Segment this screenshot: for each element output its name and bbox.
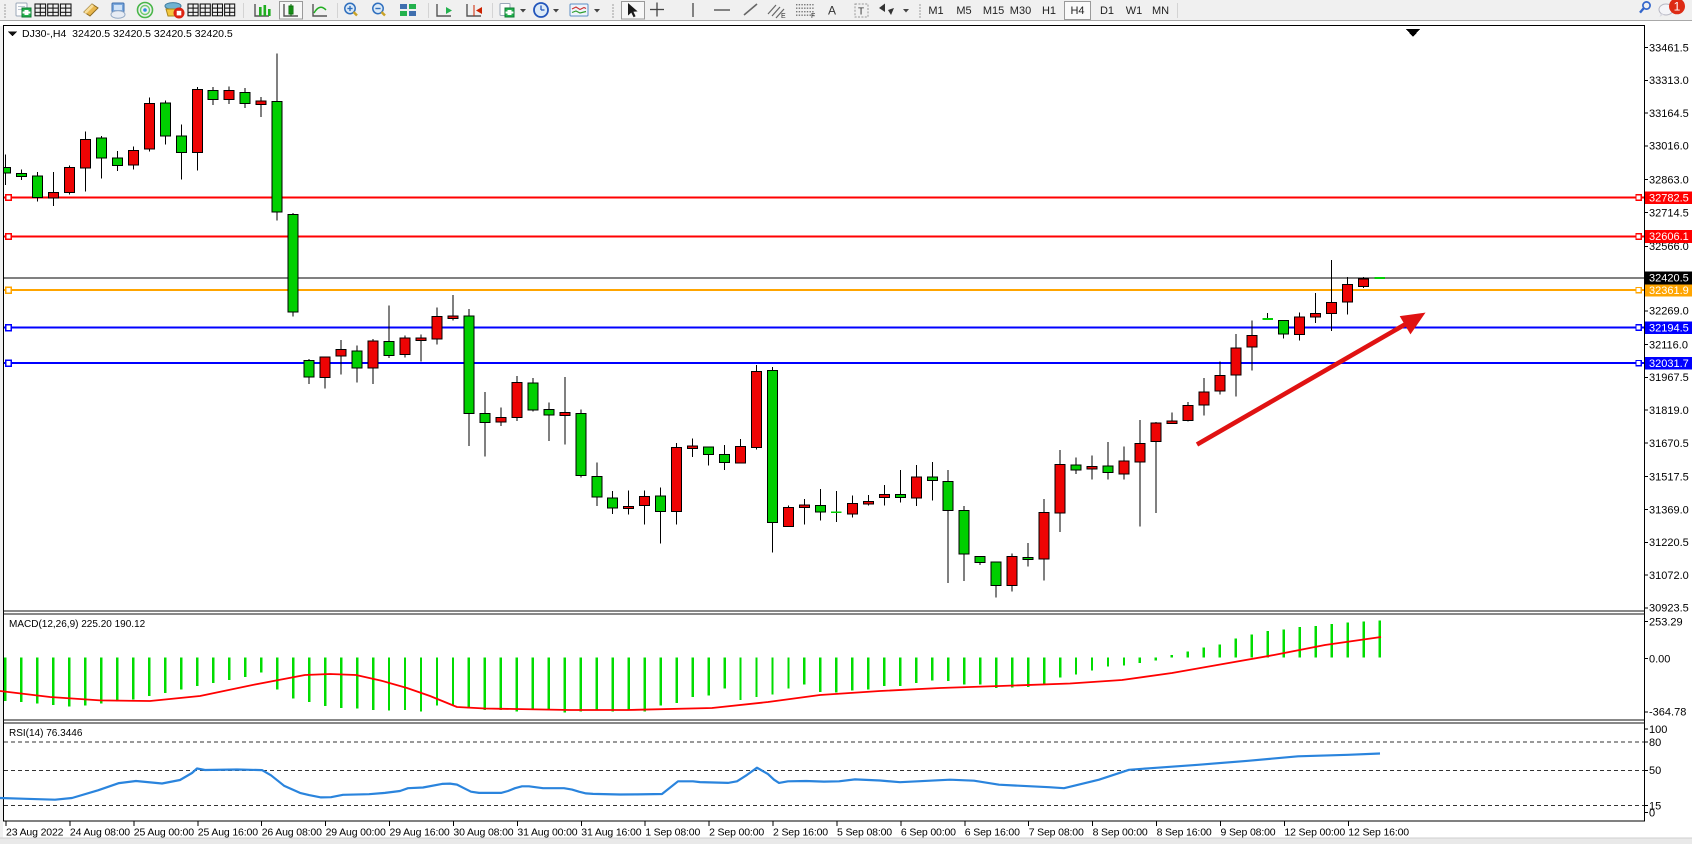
svg-text:E: E (781, 13, 786, 20)
svg-text:32782.5: 32782.5 (1649, 192, 1689, 204)
svg-text:32606.1: 32606.1 (1649, 231, 1689, 243)
svg-text:32714.5: 32714.5 (1649, 207, 1689, 219)
svg-text:30923.5: 30923.5 (1649, 603, 1689, 615)
svg-text:M30: M30 (1010, 5, 1031, 17)
svg-text:M5: M5 (956, 5, 971, 17)
svg-text:31670.5: 31670.5 (1649, 438, 1689, 450)
svg-text:2 Sep 16:00: 2 Sep 16:00 (773, 826, 828, 838)
svg-text:26 Aug 08:00: 26 Aug 08:00 (262, 826, 322, 838)
svg-text:32194.5: 32194.5 (1649, 322, 1689, 334)
svg-text:0.00: 0.00 (1649, 653, 1670, 665)
svg-text:32116.0: 32116.0 (1649, 339, 1688, 351)
svg-text:A: A (828, 4, 836, 18)
svg-text:32863.0: 32863.0 (1649, 175, 1689, 187)
svg-text:32420.5: 32420.5 (1649, 273, 1689, 285)
svg-text:5 Sep 08:00: 5 Sep 08:00 (837, 826, 892, 838)
svg-text:31220.5: 31220.5 (1649, 537, 1689, 549)
svg-text:32566.0: 32566.0 (1649, 241, 1689, 253)
svg-text:31369.0: 31369.0 (1649, 504, 1689, 516)
svg-text:15: 15 (1649, 800, 1661, 812)
svg-text:32361.9: 32361.9 (1649, 285, 1689, 297)
svg-text:12 Sep 16:00: 12 Sep 16:00 (1348, 826, 1409, 838)
svg-text:31 Aug 00:00: 31 Aug 00:00 (517, 826, 577, 838)
svg-text:31819.0: 31819.0 (1649, 405, 1689, 417)
svg-text:MACD(12,26,9) 225.20 190.12: MACD(12,26,9) 225.20 190.12 (9, 619, 146, 630)
svg-text:-364.78: -364.78 (1649, 707, 1686, 719)
svg-text:7 Sep 08:00: 7 Sep 08:00 (1029, 826, 1084, 838)
svg-text:33164.5: 33164.5 (1649, 108, 1689, 120)
svg-text:253.29: 253.29 (1649, 616, 1683, 628)
svg-text:25 Aug 16:00: 25 Aug 16:00 (198, 826, 258, 838)
svg-text:T: T (858, 7, 864, 18)
svg-text:24 Aug 08:00: 24 Aug 08:00 (70, 826, 130, 838)
svg-text:31 Aug 16:00: 31 Aug 16:00 (581, 826, 641, 838)
svg-text:32269.0: 32269.0 (1649, 306, 1689, 318)
svg-text:8 Sep 00:00: 8 Sep 00:00 (1093, 826, 1148, 838)
svg-text:33461.5: 33461.5 (1649, 42, 1689, 54)
svg-text:1: 1 (1674, 0, 1681, 14)
svg-text:9 Sep 08:00: 9 Sep 08:00 (1221, 826, 1276, 838)
svg-text:80: 80 (1649, 737, 1661, 749)
svg-text:33313.0: 33313.0 (1649, 75, 1689, 87)
svg-text:2 Sep 00:00: 2 Sep 00:00 (709, 826, 764, 838)
svg-text:31517.5: 31517.5 (1649, 472, 1689, 484)
svg-text:W1: W1 (1126, 5, 1143, 17)
svg-text:29 Aug 00:00: 29 Aug 00:00 (326, 826, 386, 838)
svg-text:33016.0: 33016.0 (1649, 141, 1689, 153)
svg-text:8 Sep 16:00: 8 Sep 16:00 (1157, 826, 1212, 838)
svg-text:32031.7: 32031.7 (1649, 358, 1689, 370)
svg-text:DJ30-,H4 32420.5 32420.5 3242: DJ30-,H4 32420.5 32420.5 32420.5 32420.5 (22, 28, 233, 40)
svg-text:D1: D1 (1100, 5, 1114, 17)
svg-text:31967.5: 31967.5 (1649, 372, 1689, 384)
svg-text:50: 50 (1649, 765, 1661, 777)
svg-text:MN: MN (1152, 5, 1169, 17)
svg-text:29 Aug 16:00: 29 Aug 16:00 (390, 826, 450, 838)
svg-text:H4: H4 (1070, 5, 1084, 17)
svg-text:H1: H1 (1042, 5, 1056, 17)
svg-text:RSI(14) 76.3446: RSI(14) 76.3446 (9, 728, 83, 739)
svg-text:0: 0 (1649, 807, 1655, 819)
svg-text:M1: M1 (928, 5, 943, 17)
svg-text:30 Aug 08:00: 30 Aug 08:00 (453, 826, 513, 838)
svg-text:12 Sep 00:00: 12 Sep 00:00 (1284, 826, 1345, 838)
svg-text:31072.0: 31072.0 (1649, 570, 1689, 582)
svg-text:25 Aug 00:00: 25 Aug 00:00 (134, 826, 194, 838)
svg-text:6 Sep 00:00: 6 Sep 00:00 (901, 826, 956, 838)
svg-text:F: F (811, 13, 815, 20)
svg-text:23 Aug 2022: 23 Aug 2022 (6, 826, 64, 838)
svg-text:6 Sep 16:00: 6 Sep 16:00 (965, 826, 1020, 838)
svg-text:M15: M15 (983, 5, 1004, 17)
svg-text:100: 100 (1649, 724, 1667, 736)
svg-text:1 Sep 08:00: 1 Sep 08:00 (645, 826, 700, 838)
